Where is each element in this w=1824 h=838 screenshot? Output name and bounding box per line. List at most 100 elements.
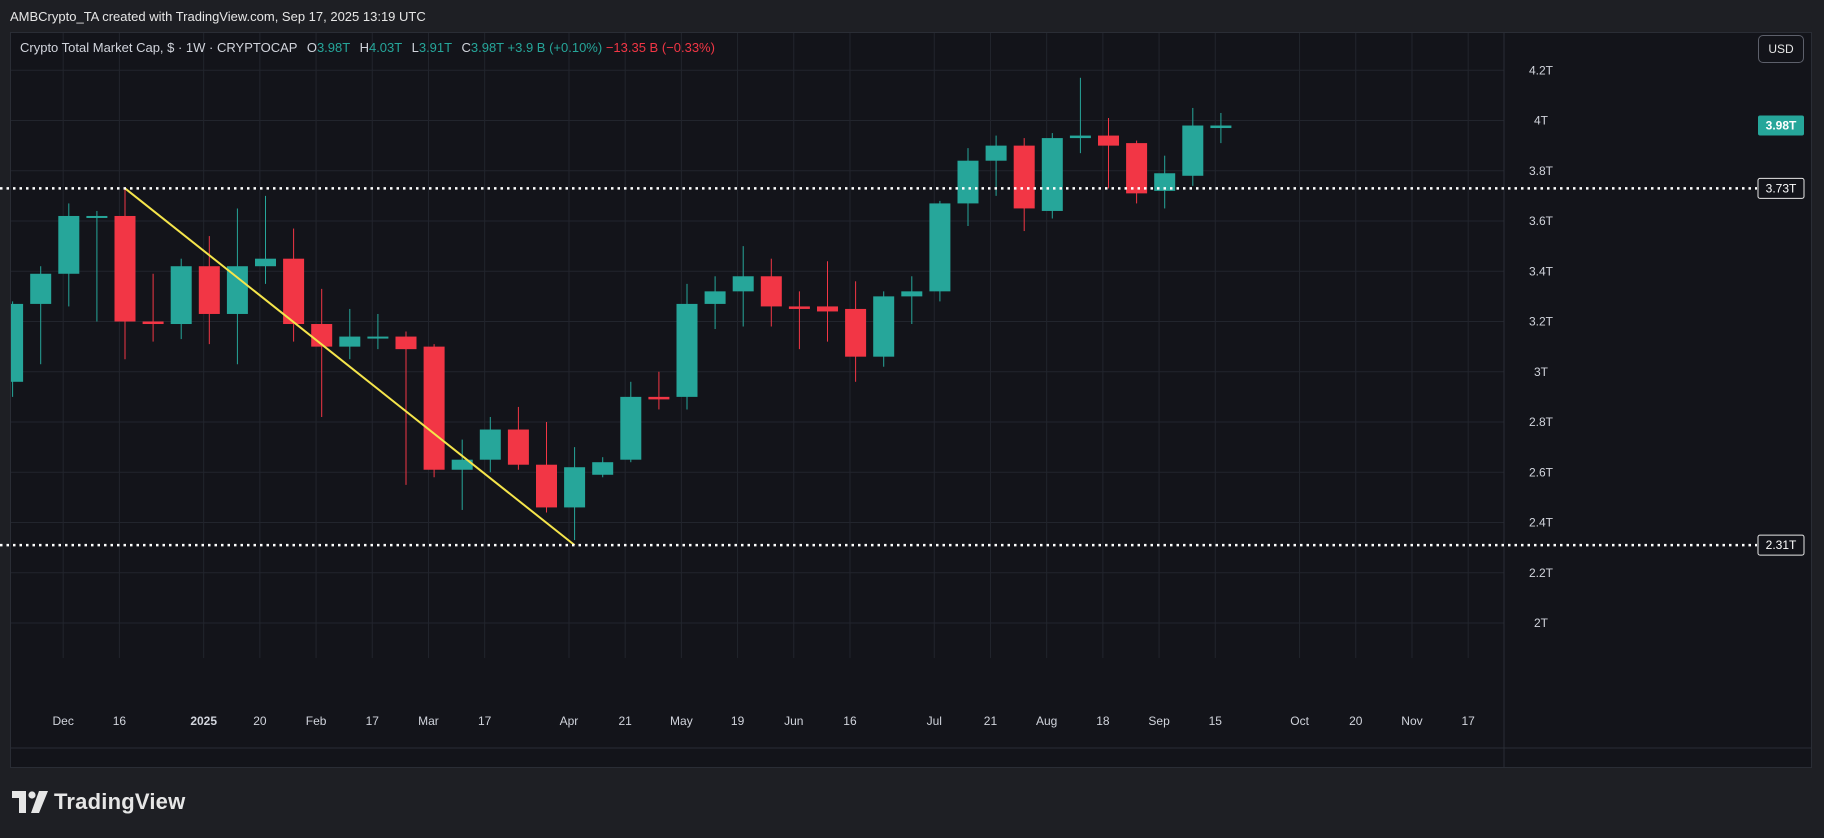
candle-body-up: [170, 266, 192, 325]
candle-body-up: [367, 336, 389, 339]
x-tick-label: Dec: [53, 714, 74, 728]
y-tick-label: 3.4T: [1529, 264, 1554, 278]
candle-body-down: [1098, 135, 1119, 146]
y-tick-label: 3.2T: [1529, 315, 1554, 329]
legend-change-down: −13.35 B (−0.33%): [605, 40, 715, 55]
y-tick-label: 2.8T: [1529, 415, 1554, 429]
candle-body-down: [788, 306, 810, 309]
candle-body-up: [1210, 125, 1232, 129]
price-chart[interactable]: 2T 2.2T 2.4T 2.6T 2.8T 3T 3.2T 3.4T 3.6T 3.8T 4T 4.…: [0, 0, 1824, 768]
y-tick-label: 3.6T: [1529, 214, 1554, 228]
candle-body-down: [1126, 143, 1148, 194]
x-tick-label: 20: [253, 714, 267, 728]
x-tick-label: Oct: [1290, 714, 1309, 728]
candle-body-up: [957, 160, 979, 204]
x-tick-label: Aug: [1036, 714, 1057, 728]
y-tick-label: 4T: [1534, 114, 1549, 128]
candle-body-up: [704, 291, 726, 304]
candle-body-down: [142, 321, 164, 325]
candle-body-up: [86, 215, 108, 218]
legend-change-up: +3.9 B (+0.10%): [507, 40, 603, 55]
x-tick-label: 17: [1462, 714, 1476, 728]
candle-body-up: [732, 276, 754, 292]
legend-low-value: 3.91T: [418, 40, 452, 55]
x-tick-label: 18: [1096, 714, 1110, 728]
x-tick-label: Apr: [560, 714, 579, 728]
x-tick-label: 2025: [190, 714, 217, 728]
x-tick-label: 17: [366, 714, 380, 728]
candle-body-down: [845, 308, 867, 357]
x-tick-label: 21: [619, 714, 633, 728]
footer: TradingView: [0, 768, 1824, 838]
candle-body-up: [676, 303, 698, 397]
x-tick-label: 21: [984, 714, 998, 728]
candle-body-down: [114, 215, 136, 322]
candle-body-down: [507, 429, 529, 465]
x-tick-label: 20: [1349, 714, 1363, 728]
candle-body-up: [985, 145, 1007, 161]
x-tick-label: 16: [843, 714, 857, 728]
x-tick-label: 15: [1209, 714, 1223, 728]
y-tick-label: 3.8T: [1529, 164, 1554, 178]
candle-body-down: [536, 464, 557, 508]
candles-group: [11, 77, 1232, 541]
candle-body-up: [1069, 135, 1091, 139]
legend-close-label: C: [461, 40, 471, 55]
chart-frame[interactable]: [10, 32, 1812, 768]
candle-body-up: [564, 467, 586, 508]
level-price-badge: [1757, 177, 1805, 199]
candle-body-up: [339, 336, 361, 347]
candle-body-down: [423, 346, 445, 470]
candle-body-up: [929, 203, 951, 292]
x-tick-label: Nov: [1401, 714, 1422, 728]
candle-body-down: [198, 266, 220, 314]
y-tick-label: 2T: [1534, 616, 1549, 630]
x-tick-label: May: [670, 714, 693, 728]
x-tick-label: Feb: [306, 714, 327, 728]
x-tick-label: Jun: [784, 714, 803, 728]
y-tick-label: 2.6T: [1529, 465, 1554, 479]
candle-body-up: [620, 396, 642, 460]
descending-trendline: [124, 187, 576, 546]
candle-body-up: [901, 291, 923, 297]
legend-high-label: H: [359, 40, 369, 55]
candle-body-up: [451, 459, 473, 470]
x-tick-label: Jul: [927, 714, 942, 728]
y-tick-label: 3T: [1534, 365, 1549, 379]
candle-body-down: [283, 258, 305, 325]
x-tick-label: 19: [731, 714, 745, 728]
x-tick-label: 16: [113, 714, 127, 728]
attribution-bar: AMBCrypto_TA created with TradingView.co…: [0, 0, 1824, 32]
candle-body-up: [30, 273, 52, 304]
candle-body-up: [226, 266, 248, 314]
candle-body-down: [1013, 145, 1035, 209]
x-tick-label: Sep: [1148, 714, 1170, 728]
last-price-label: 3.98T: [1766, 119, 1797, 133]
currency-button[interactable]: USD: [1758, 35, 1804, 63]
level-price-label: 3.73T: [1766, 181, 1797, 195]
level-price-badge: [1757, 534, 1805, 556]
candle-body-down: [760, 276, 782, 307]
attribution-text: AMBCrypto_TA created with TradingView.co…: [10, 9, 426, 24]
legend-title: Crypto Total Market Cap, $ · 1W · CRYPTO…: [20, 40, 298, 55]
tradingview-logo[interactable]: TradingView: [12, 788, 185, 816]
candle-body-down: [817, 306, 838, 312]
candle-body-up: [1154, 173, 1176, 191]
candle-body-up: [58, 215, 80, 274]
candle-body-up: [1182, 125, 1204, 176]
chart-legend: Crypto Total Market Cap, $ · 1W · CRYPTO…: [20, 40, 715, 55]
candle-body-up: [873, 296, 895, 357]
legend-high-value: 4.03T: [368, 40, 402, 55]
x-tick-label: Mar: [418, 714, 439, 728]
y-tick-label: 4.2T: [1529, 63, 1554, 77]
candle-body-down: [395, 336, 417, 350]
legend-low-label: L: [411, 40, 419, 55]
last-price-badge: [1758, 115, 1804, 136]
legend-open-value: 3.98T: [316, 40, 350, 55]
candle-body-down: [648, 396, 670, 400]
tradingview-logo-icon: [12, 791, 48, 813]
candle-body-up: [479, 429, 501, 460]
legend-close-value: 3.98T: [470, 40, 504, 55]
candle-body-up: [11, 303, 24, 382]
level-price-label: 2.31T: [1766, 538, 1797, 552]
